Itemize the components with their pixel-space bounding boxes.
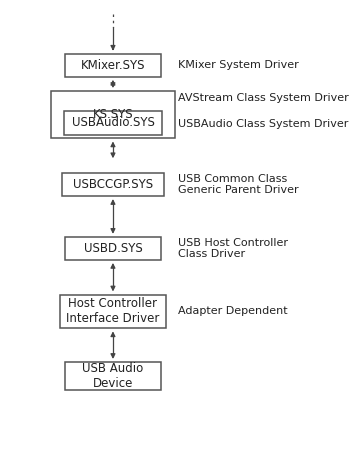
Text: KS.SYS: KS.SYS bbox=[92, 108, 133, 121]
Text: AVStream Class System Driver: AVStream Class System Driver bbox=[178, 93, 349, 103]
Bar bbox=[65, 237, 161, 260]
Text: USB Audio
Device: USB Audio Device bbox=[82, 362, 144, 390]
Text: Adapter Dependent: Adapter Dependent bbox=[178, 306, 288, 316]
Text: USB Host Controller
Class Driver: USB Host Controller Class Driver bbox=[178, 238, 288, 259]
Bar bbox=[51, 91, 175, 139]
Text: USBCCGP.SYS: USBCCGP.SYS bbox=[73, 178, 153, 191]
Text: KMixer.SYS: KMixer.SYS bbox=[81, 59, 145, 72]
Bar bbox=[62, 173, 164, 196]
Text: Host Controller
Interface Driver: Host Controller Interface Driver bbox=[66, 297, 160, 325]
Bar bbox=[64, 111, 162, 135]
Text: KMixer System Driver: KMixer System Driver bbox=[178, 60, 299, 70]
Bar bbox=[60, 294, 166, 328]
Text: USBD.SYS: USBD.SYS bbox=[84, 242, 142, 255]
Text: USBAudio Class System Driver: USBAudio Class System Driver bbox=[178, 119, 349, 129]
Bar bbox=[65, 54, 161, 77]
Bar bbox=[65, 362, 161, 390]
Text: USBAudio.SYS: USBAudio.SYS bbox=[72, 117, 154, 129]
Text: USB Common Class
Generic Parent Driver: USB Common Class Generic Parent Driver bbox=[178, 174, 299, 195]
